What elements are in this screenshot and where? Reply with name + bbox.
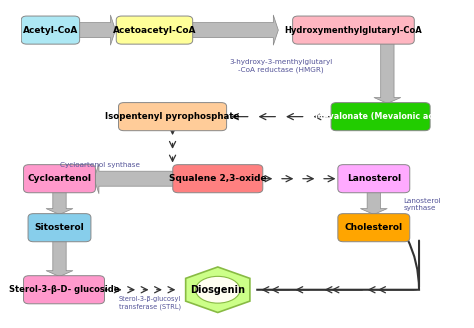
FancyBboxPatch shape bbox=[338, 214, 410, 242]
FancyBboxPatch shape bbox=[338, 165, 410, 193]
FancyBboxPatch shape bbox=[116, 16, 192, 44]
FancyBboxPatch shape bbox=[292, 16, 414, 44]
Text: Lanosterol
synthase: Lanosterol synthase bbox=[403, 198, 441, 211]
Text: Sitosterol: Sitosterol bbox=[35, 223, 84, 232]
Text: Acetyl-CoA: Acetyl-CoA bbox=[23, 26, 78, 34]
Text: Lanosterol: Lanosterol bbox=[347, 174, 401, 183]
Text: Hydroxymenthylglutaryl-CoA: Hydroxymenthylglutaryl-CoA bbox=[284, 26, 422, 34]
FancyBboxPatch shape bbox=[24, 276, 104, 304]
Text: Squalene 2,3-oxide: Squalene 2,3-oxide bbox=[169, 174, 266, 183]
FancyBboxPatch shape bbox=[28, 214, 91, 242]
Polygon shape bbox=[186, 267, 250, 313]
FancyBboxPatch shape bbox=[24, 165, 95, 193]
Text: Acetoacetyl-CoA: Acetoacetyl-CoA bbox=[113, 26, 196, 34]
Text: Cycloartenol synthase: Cycloartenol synthase bbox=[60, 162, 140, 168]
Ellipse shape bbox=[196, 277, 240, 303]
Text: Isopentenyl pyrophosphate: Isopentenyl pyrophosphate bbox=[105, 112, 240, 121]
FancyBboxPatch shape bbox=[173, 165, 263, 193]
FancyBboxPatch shape bbox=[21, 16, 80, 44]
Text: 3-hydroxy-3-menthylglutaryl
-CoA reductase (HMGR): 3-hydroxy-3-menthylglutaryl -CoA reducta… bbox=[229, 59, 333, 73]
FancyBboxPatch shape bbox=[331, 103, 430, 131]
Text: Diosgenin: Diosgenin bbox=[190, 285, 245, 295]
Text: Cholesterol: Cholesterol bbox=[345, 223, 403, 232]
Text: Cycloartenol: Cycloartenol bbox=[27, 174, 91, 183]
Text: Mevalonate (Mevalonic acid): Mevalonate (Mevalonic acid) bbox=[315, 112, 446, 121]
Text: Sterol-3-β-glucosyl
transferase (STRL): Sterol-3-β-glucosyl transferase (STRL) bbox=[119, 297, 181, 310]
FancyBboxPatch shape bbox=[118, 103, 227, 131]
Text: Sterol-3-β-D- glucoside: Sterol-3-β-D- glucoside bbox=[9, 285, 119, 294]
